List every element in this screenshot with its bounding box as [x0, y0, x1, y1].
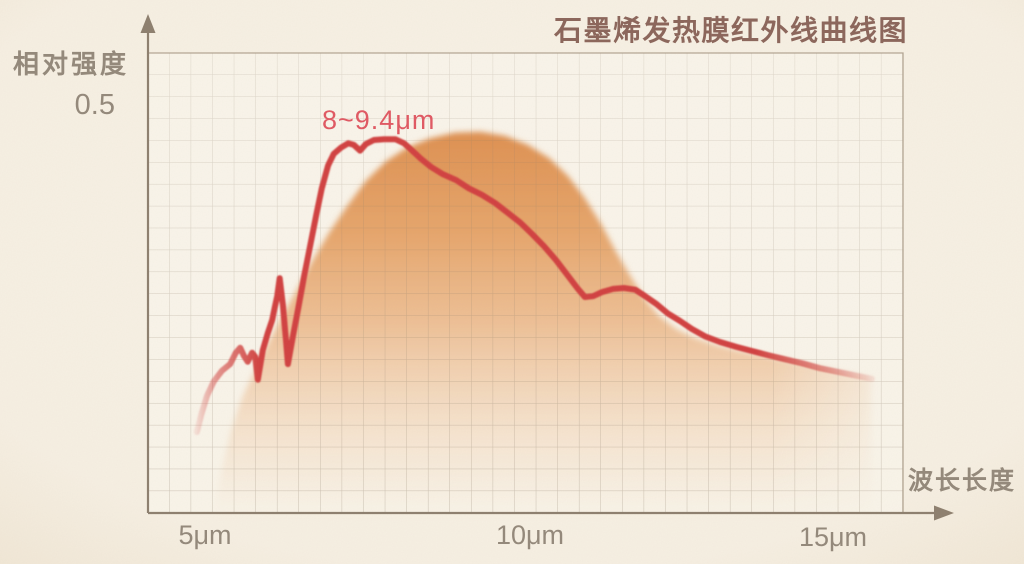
x-axis-label: 波长长度 [908, 466, 1016, 495]
x-tick-label-15um: 15μm [799, 522, 867, 552]
y-tick-label: 0.5 [75, 89, 115, 121]
x-tick-label-10um: 10μm [496, 520, 564, 550]
chart-title: 石墨烯发热膜红外线曲线图 [553, 14, 908, 46]
peak-range-annotation: 8~9.4μm [322, 105, 435, 135]
y-axis-label: 相对强度 [13, 49, 129, 79]
x-tick-label-5um: 5μm [178, 520, 231, 550]
